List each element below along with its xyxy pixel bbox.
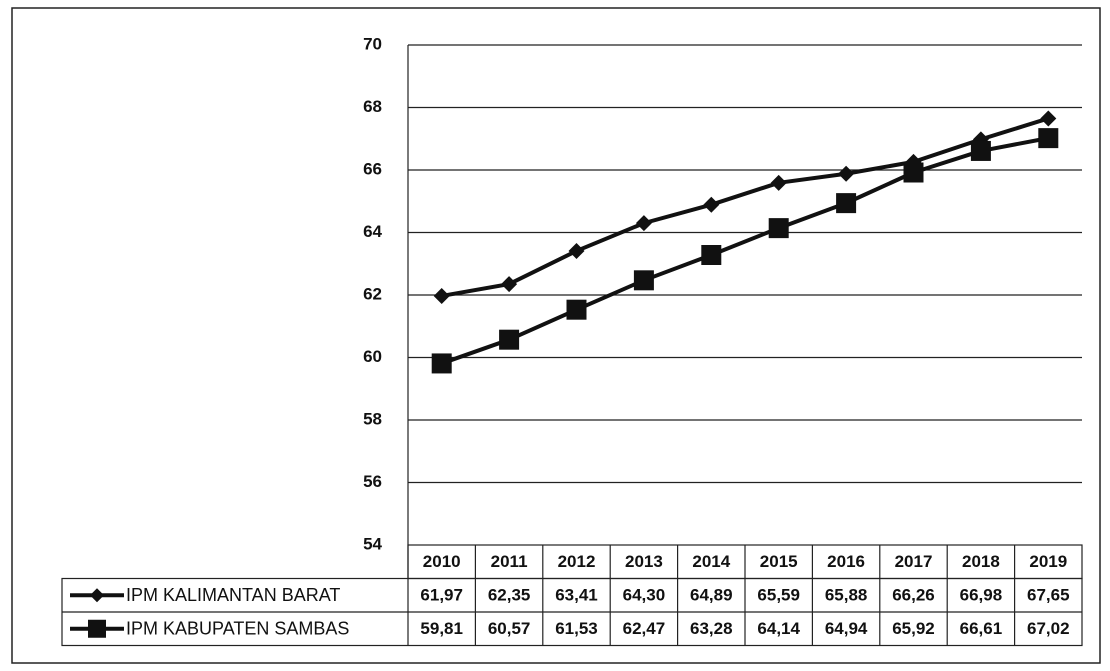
table-value: 66,98 xyxy=(960,586,1003,605)
marker xyxy=(1040,110,1057,127)
y-tick-label: 60 xyxy=(363,347,382,366)
marker xyxy=(703,196,720,213)
table-value: 61,97 xyxy=(420,586,463,605)
y-tick-label: 64 xyxy=(363,222,382,241)
marker xyxy=(970,140,991,161)
table-value: 64,30 xyxy=(623,586,666,605)
marker xyxy=(566,299,587,320)
x-tick-label: 2012 xyxy=(558,552,596,571)
marker xyxy=(633,270,654,291)
marker xyxy=(568,242,585,259)
marker xyxy=(501,276,518,293)
y-tick-label: 62 xyxy=(363,284,382,303)
marker xyxy=(701,245,722,265)
table-value: 63,28 xyxy=(690,619,733,638)
table-value: 60,57 xyxy=(488,619,531,638)
table-value: 66,26 xyxy=(892,586,935,605)
x-tick-label: 2010 xyxy=(423,552,461,571)
marker xyxy=(838,165,855,182)
y-tick-label: 58 xyxy=(363,409,382,428)
marker xyxy=(499,329,520,350)
y-tick-label: 70 xyxy=(363,34,382,53)
table-value: 67,65 xyxy=(1027,586,1070,605)
y-tick-label: 56 xyxy=(363,472,382,491)
marker xyxy=(88,619,106,638)
marker xyxy=(770,174,787,191)
x-tick-label: 2014 xyxy=(692,552,730,571)
table-value: 64,94 xyxy=(825,619,868,638)
table-value: 65,92 xyxy=(892,619,935,638)
marker xyxy=(431,353,452,374)
series-line xyxy=(441,116,1049,298)
x-tick-label: 2016 xyxy=(827,552,865,571)
table-value: 66,61 xyxy=(960,619,1003,638)
y-tick-label: 68 xyxy=(363,97,382,116)
marker xyxy=(1038,128,1059,149)
marker xyxy=(635,215,652,232)
legend-label: IPM KALIMANTAN BARAT xyxy=(126,585,340,605)
table-value: 59,81 xyxy=(420,619,463,638)
table-value: 65,88 xyxy=(825,586,868,605)
table-value: 62,35 xyxy=(488,586,531,605)
marker xyxy=(903,162,924,183)
table-value: 67,02 xyxy=(1027,619,1070,638)
marker xyxy=(768,218,789,239)
marker xyxy=(433,287,450,304)
table-value: 65,59 xyxy=(757,586,800,605)
table-value: 61,53 xyxy=(555,619,598,638)
x-tick-label: 2018 xyxy=(962,552,1000,571)
y-tick-label: 54 xyxy=(363,534,382,553)
chart-frame xyxy=(11,7,1101,664)
x-tick-label: 2017 xyxy=(895,552,933,571)
x-tick-label: 2019 xyxy=(1029,552,1067,571)
table-value: 63,41 xyxy=(555,586,598,605)
marker xyxy=(836,193,857,214)
table-value: 62,47 xyxy=(623,619,666,638)
marker xyxy=(90,588,104,603)
series-line xyxy=(441,136,1049,366)
table-value: 64,89 xyxy=(690,586,733,605)
y-tick-label: 66 xyxy=(363,159,382,178)
x-tick-label: 2013 xyxy=(625,552,663,571)
x-tick-label: 2015 xyxy=(760,552,798,571)
x-tick-label: 2011 xyxy=(491,552,528,571)
table-value: 64,14 xyxy=(757,619,800,638)
legend-label: IPM KABUPATEN SAMBAS xyxy=(126,619,349,639)
